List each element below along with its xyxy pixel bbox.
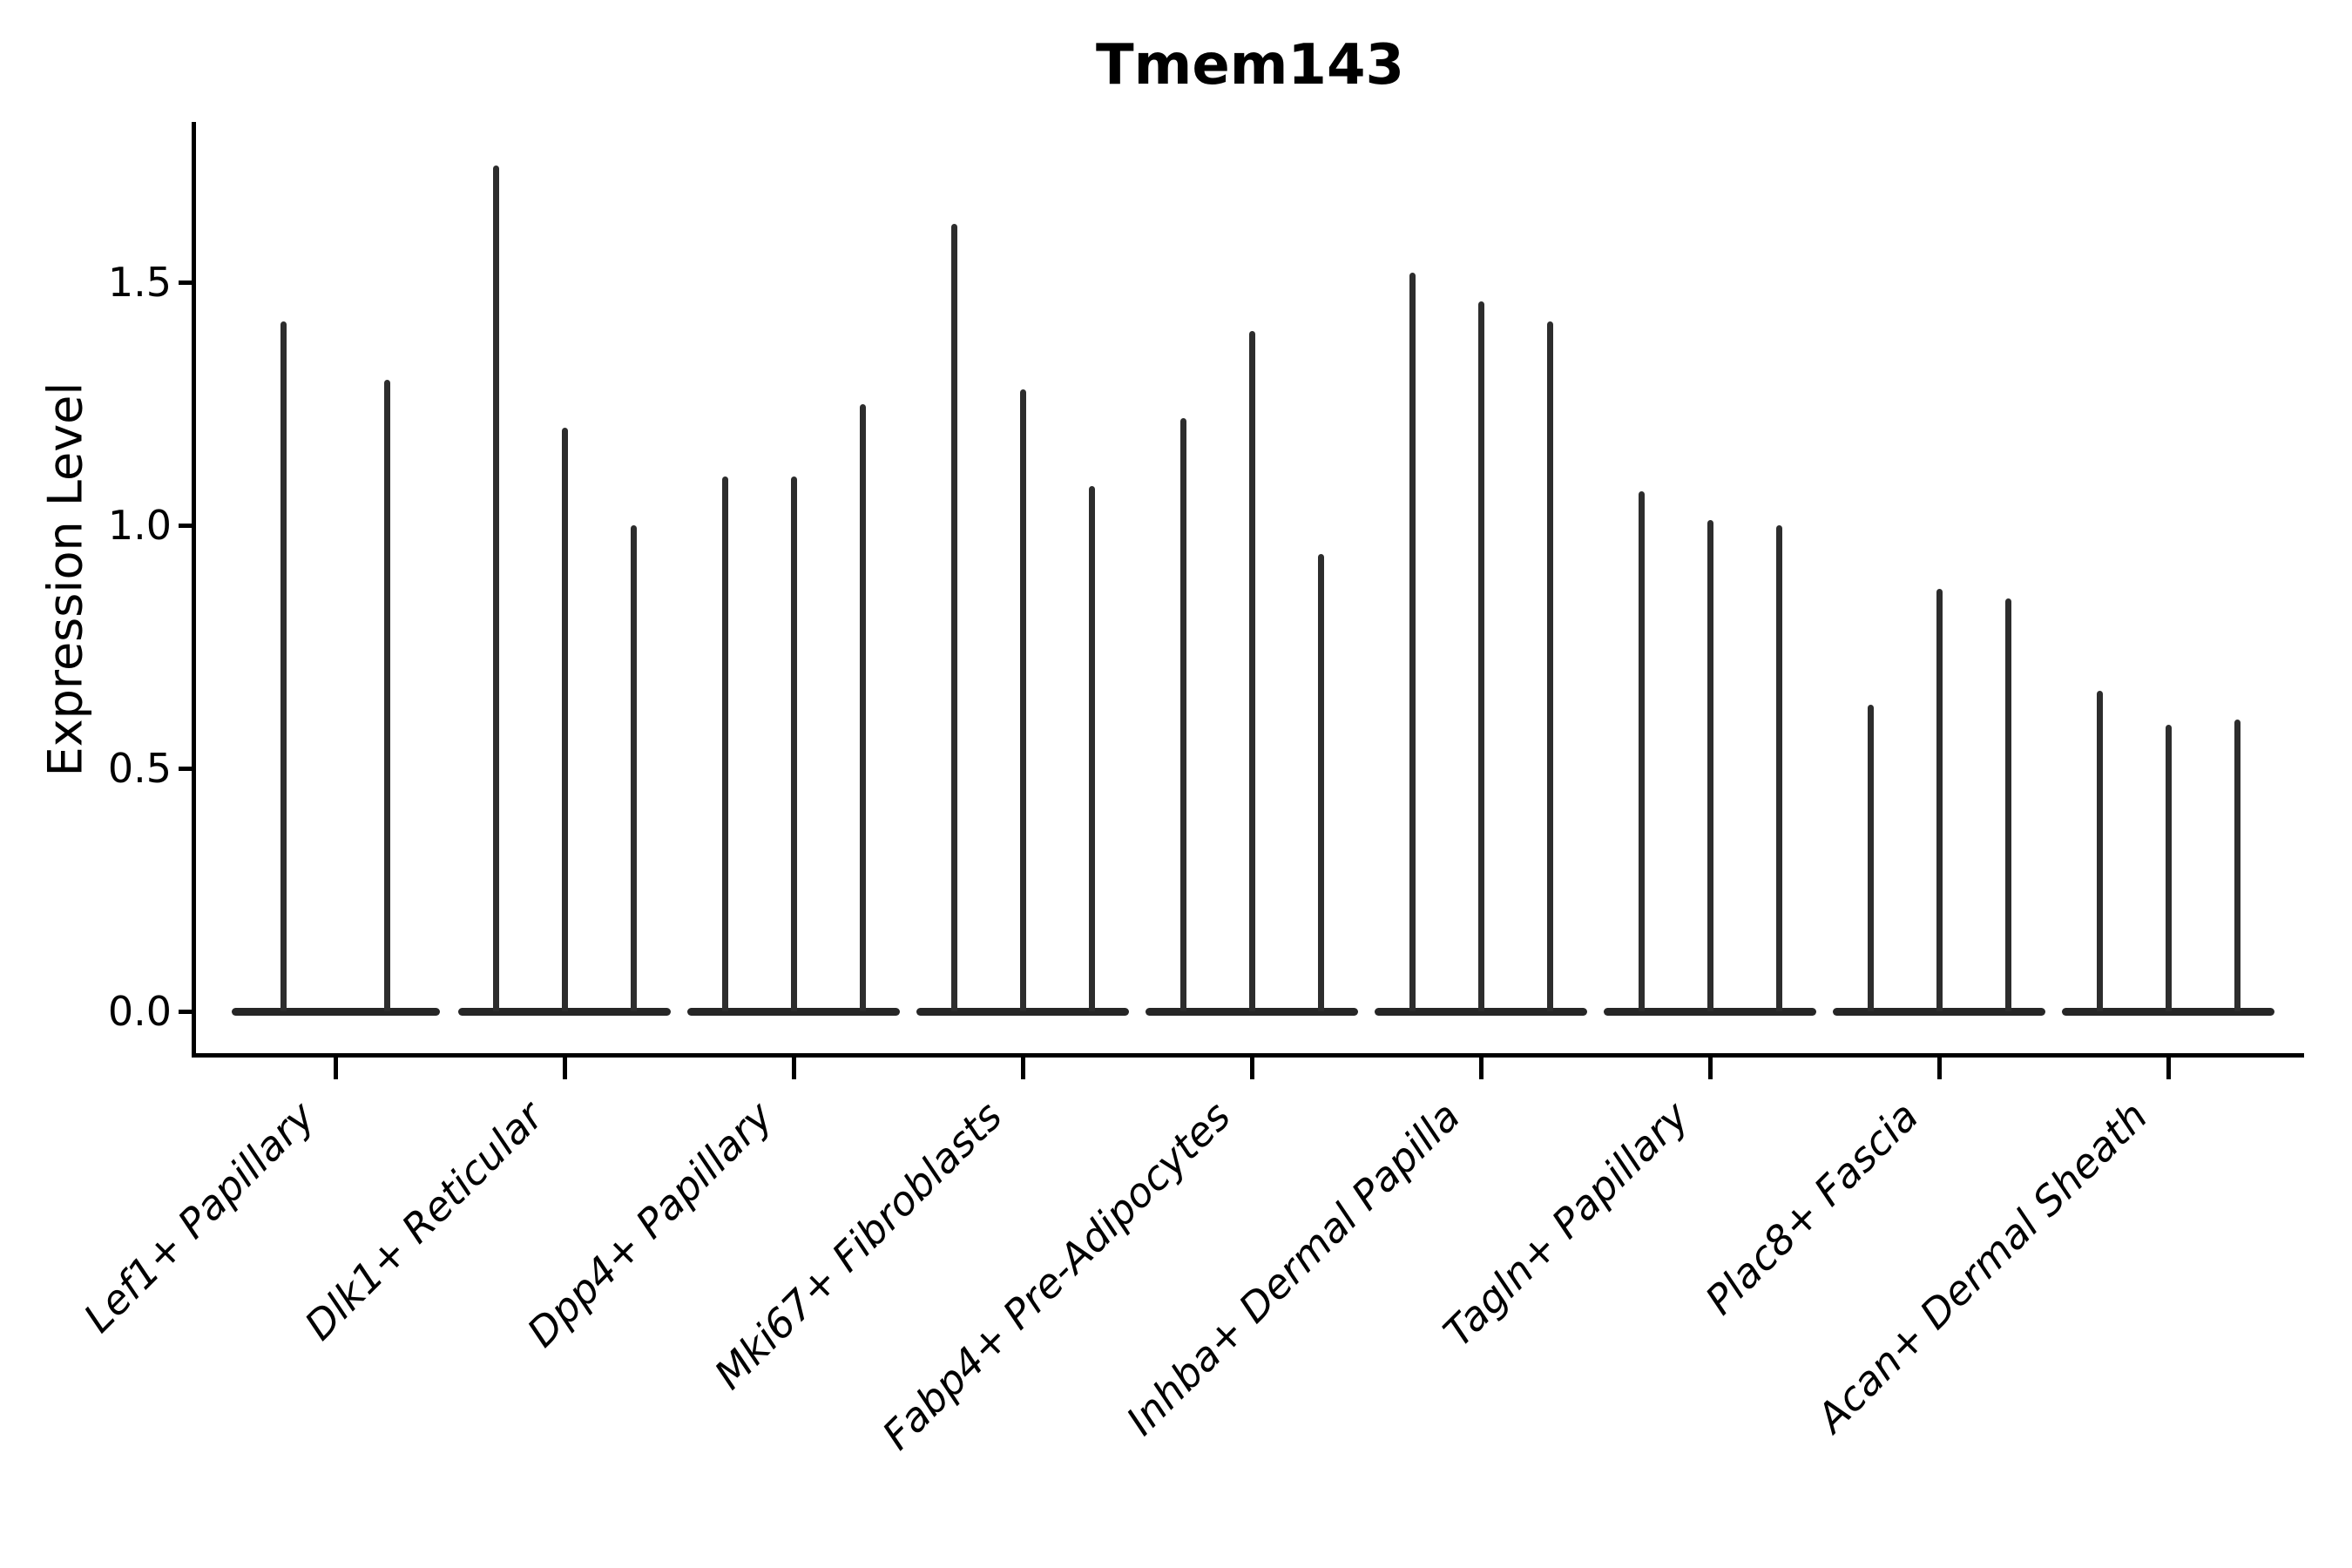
violin-spike: [790, 476, 797, 1011]
violin-spike: [1179, 418, 1186, 1011]
y-tick-label: 0.0: [107, 988, 172, 1035]
violin-spike: [1867, 705, 1874, 1011]
violin-base: [687, 1007, 900, 1016]
violin-spike: [2004, 598, 2011, 1011]
violin-spike: [384, 379, 390, 1011]
x-tick: [333, 1053, 338, 1079]
x-tick: [1249, 1053, 1254, 1079]
violin-base: [1146, 1007, 1358, 1016]
plot-title: Tmem143: [1095, 33, 1405, 98]
violin-spike: [2096, 690, 2103, 1011]
violin-spike: [2165, 724, 2172, 1011]
violin-spike: [950, 224, 957, 1011]
x-tick: [1020, 1053, 1025, 1079]
violin-spike: [630, 525, 637, 1011]
violin-base: [916, 1007, 1129, 1016]
y-tick: [179, 1009, 196, 1014]
violin-spike: [721, 476, 728, 1011]
violin-base: [458, 1007, 671, 1016]
violin-spike: [1775, 525, 1782, 1011]
violin-spike: [561, 428, 568, 1011]
x-tick-label: Tagln+ Papillary: [1434, 1092, 1699, 1356]
x-tick-label: Lef1+ Papillary: [74, 1092, 324, 1342]
violin-spike: [1707, 520, 1713, 1011]
violin-spike: [1088, 486, 1095, 1011]
y-tick-label: 1.0: [107, 502, 172, 549]
x-tick: [791, 1053, 796, 1079]
violin-spike: [1317, 554, 1324, 1011]
violin-spike: [1936, 588, 1943, 1011]
violin-spike: [492, 166, 499, 1011]
violin-base: [2062, 1007, 2274, 1016]
y-tick-label: 0.5: [107, 745, 172, 792]
violin-spike: [1477, 301, 1484, 1011]
y-tick: [179, 280, 196, 285]
violin-spike: [1638, 490, 1645, 1011]
x-tick: [2166, 1053, 2171, 1079]
x-tick-label: Dlk1+ Reticular: [295, 1092, 553, 1349]
x-tick: [1936, 1053, 1942, 1079]
x-tick: [562, 1053, 567, 1079]
violin-spike: [1248, 330, 1255, 1011]
violin-spike: [1019, 389, 1026, 1011]
violin-spike: [2234, 720, 2240, 1011]
y-tick: [179, 766, 196, 771]
violin-base: [1833, 1007, 2045, 1016]
violin-base: [1604, 1007, 1816, 1016]
x-tick: [1478, 1053, 1484, 1079]
y-axis-label: Expression Level: [37, 382, 93, 777]
violin-spike: [280, 321, 287, 1011]
left-spine: [192, 122, 196, 1058]
y-tick: [179, 523, 196, 528]
bottom-spine: [192, 1053, 2304, 1058]
x-tick: [1707, 1053, 1713, 1079]
y-tick-label: 1.5: [107, 259, 172, 306]
violin-spike: [1409, 272, 1416, 1011]
violin-spike: [859, 403, 866, 1011]
violin-spike: [1546, 321, 1553, 1011]
violin-base: [231, 1007, 440, 1016]
violin-base: [1375, 1007, 1587, 1016]
x-tick-label: Plac8+ Fascia: [1695, 1092, 1928, 1324]
x-tick-label: Dpp4+ Papillary: [517, 1092, 782, 1356]
